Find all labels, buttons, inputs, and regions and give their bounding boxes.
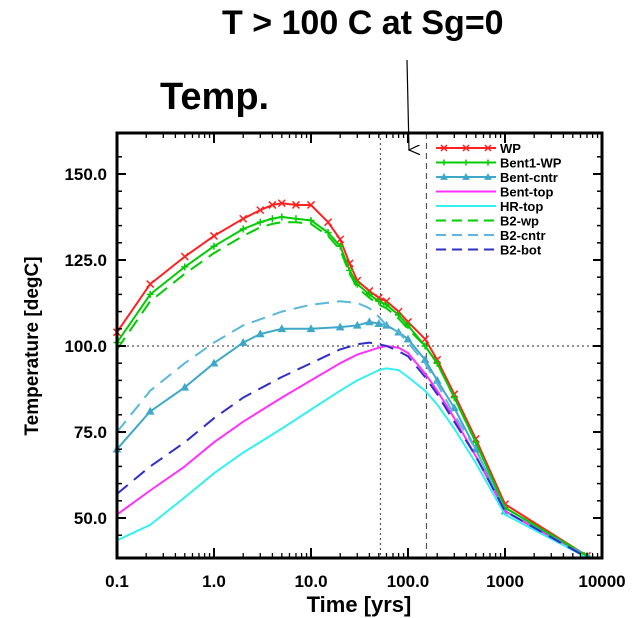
callout-arrow: [406, 59, 409, 150]
y-tick-label: 75.0: [74, 423, 107, 442]
legend: WPBent1-WPBent-cntrBent-topHR-topB2-wpB2…: [436, 141, 562, 258]
marker-triangle: [403, 334, 413, 343]
marker-triangle: [180, 382, 190, 391]
marker-triangle: [449, 403, 459, 412]
marker-plus: [346, 266, 354, 274]
marker-x: [180, 252, 189, 261]
legend-label: HR-top: [500, 199, 543, 214]
marker-plus: [485, 159, 491, 166]
x-tick-label: 10.0: [294, 572, 327, 591]
chart-title: Temp.: [160, 76, 270, 118]
x-axis-label: Time [yrs]: [307, 592, 412, 617]
marker-x: [462, 144, 470, 152]
marker-triangle: [440, 172, 448, 180]
marker-plus: [210, 242, 218, 250]
marker-x: [484, 144, 492, 152]
series-bent-cntr: [112, 317, 592, 560]
series-b2-cntr: [116, 300, 588, 559]
marker-x: [440, 144, 448, 152]
legend-item: B2-bot: [436, 243, 542, 258]
x-tick-label: 0.1: [105, 572, 129, 591]
marker-x: [306, 200, 316, 209]
legend-item: B2-cntr: [436, 228, 546, 243]
marker-plus: [256, 218, 264, 226]
x-tick-label: 100.0: [387, 572, 430, 591]
marker-x: [209, 231, 219, 240]
legend-item: HR-top: [436, 199, 543, 214]
axis-layer: 50.0 75.0 100.0 125.0 150.0 0.1 1.0 10.0 100.0 10…: [64, 133, 626, 591]
marker-plus: [324, 228, 332, 236]
series-line: [116, 367, 588, 559]
marker-triangle: [484, 172, 492, 180]
marker-plus: [375, 297, 383, 305]
marker-plus: [181, 263, 189, 271]
marker-triangle: [352, 320, 362, 329]
marker-triangle: [277, 324, 287, 333]
series-line: [116, 345, 588, 559]
marker-plus: [421, 342, 429, 350]
x-tick-label: 10000: [578, 572, 625, 591]
marker-plus: [239, 225, 247, 233]
marker-x: [239, 214, 248, 223]
marker-x: [324, 218, 333, 227]
marker-triangle: [374, 319, 384, 327]
legend-item: Bent-cntr: [436, 170, 558, 185]
legend-label: WP: [500, 141, 521, 156]
y-tick-label: 100.0: [64, 337, 107, 356]
legend-label: Bent-top: [500, 185, 553, 200]
marker-plus: [382, 301, 390, 309]
marker-plus: [278, 213, 286, 221]
legend-item: Bent-top: [436, 185, 553, 200]
series-line: [116, 300, 588, 559]
marker-x: [336, 235, 345, 244]
marker-x: [146, 280, 155, 289]
marker-x: [291, 200, 301, 209]
marker-plus: [146, 290, 154, 298]
callout-label: T > 100 C at Sg=0: [222, 4, 504, 42]
y-tick-label: 50.0: [74, 509, 107, 528]
marker-triangle: [335, 322, 345, 331]
legend-item: B2-wp: [436, 214, 539, 229]
marker-x: [256, 206, 265, 215]
legend-label: Bent1-WP: [500, 156, 562, 171]
legend-label: B2-cntr: [500, 228, 546, 243]
marker-triangle: [365, 317, 374, 326]
marker-plus: [472, 438, 480, 446]
series-bent-top: [116, 345, 588, 559]
legend-item: WP: [436, 141, 521, 156]
marker-triangle: [306, 324, 316, 333]
legend-label: Bent-cntr: [500, 170, 558, 185]
y-axis-label: Temperature [degC]: [22, 256, 43, 435]
x-tick-label: 1000: [486, 572, 524, 591]
marker-triangle: [209, 358, 219, 367]
marker-x: [268, 200, 277, 209]
marker-plus: [292, 215, 300, 223]
marker-triangle: [255, 329, 265, 338]
legend-label: B2-bot: [500, 243, 542, 258]
legend-item: Bent1-WP: [436, 156, 562, 171]
marker-plus: [307, 216, 315, 224]
marker-plus: [268, 215, 276, 223]
series-hr-top: [116, 367, 588, 559]
marker-plus: [433, 359, 441, 367]
series-line: [116, 341, 588, 559]
series-layer: [112, 199, 592, 560]
marker-x: [421, 335, 430, 344]
marker-triangle: [145, 406, 155, 415]
x-tick-label: 1.0: [202, 572, 226, 591]
y-tick-label: 125.0: [64, 251, 107, 270]
marker-x: [277, 199, 286, 208]
marker-triangle: [238, 338, 248, 346]
marker-triangle: [462, 172, 470, 180]
series-b2-bot: [116, 341, 588, 559]
marker-plus: [441, 159, 447, 166]
legend-label: B2-wp: [500, 214, 539, 229]
marker-triangle: [471, 444, 481, 453]
marker-plus: [463, 159, 469, 166]
y-tick-label: 150.0: [64, 165, 107, 184]
